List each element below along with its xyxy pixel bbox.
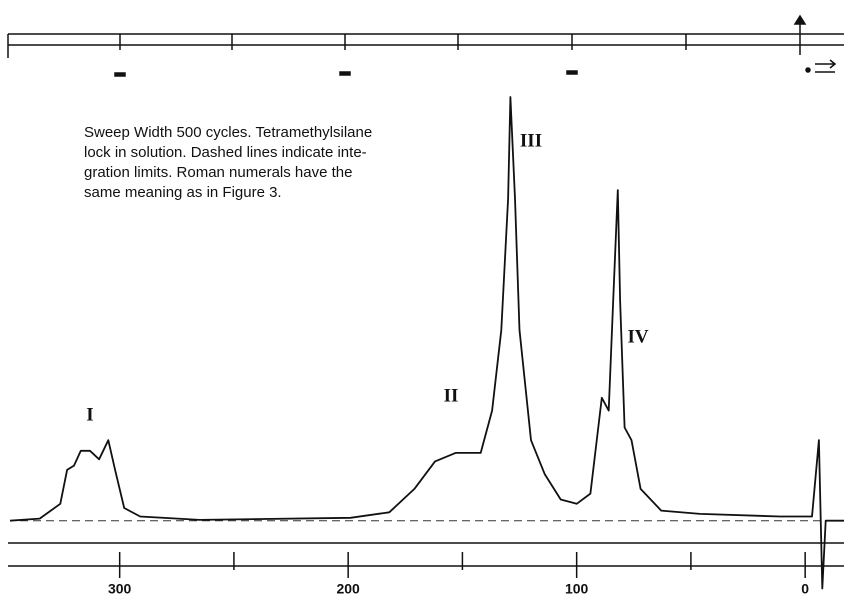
top-ruler xyxy=(7,14,844,77)
annotation: IV xyxy=(627,326,648,347)
caption-line: same meaning as in Figure 3. xyxy=(84,184,282,201)
x-tick-label: 300 xyxy=(108,581,132,597)
x-tick-label: 0 xyxy=(801,581,809,597)
caption-line: lock in solution. Dashed lines indicate … xyxy=(84,144,367,161)
annotation: I xyxy=(86,404,93,425)
spectrum-line xyxy=(9,96,844,590)
caption: Sweep Width 500 cycles. Tetramethylsilan… xyxy=(84,124,372,201)
bottom-ruler xyxy=(8,542,844,567)
caption-line: gration limits. Roman numerals have the xyxy=(84,164,352,181)
x-tick-label: 100 xyxy=(565,581,589,597)
annotation: II xyxy=(444,385,459,406)
annotation: III xyxy=(520,130,542,151)
caption-line: Sweep Width 500 cycles. Tetramethylsilan… xyxy=(84,124,372,141)
x-tick-label: 200 xyxy=(336,581,360,597)
